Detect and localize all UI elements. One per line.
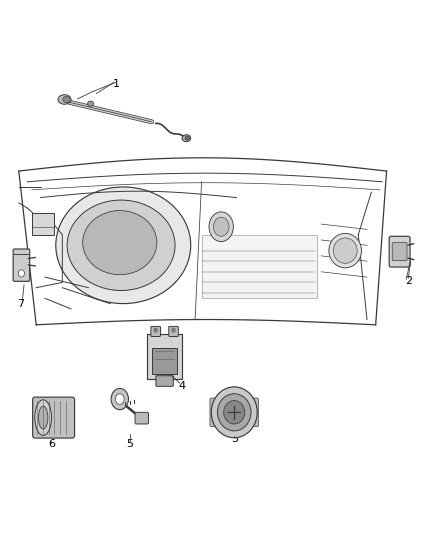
Ellipse shape: [67, 200, 175, 290]
FancyBboxPatch shape: [151, 326, 160, 336]
FancyBboxPatch shape: [169, 326, 178, 336]
FancyBboxPatch shape: [13, 249, 30, 281]
Text: 7: 7: [18, 298, 25, 309]
Ellipse shape: [88, 101, 94, 107]
FancyBboxPatch shape: [135, 413, 148, 424]
Ellipse shape: [218, 394, 251, 431]
Ellipse shape: [39, 406, 48, 429]
Circle shape: [111, 389, 128, 410]
FancyBboxPatch shape: [392, 243, 407, 261]
Text: 5: 5: [126, 439, 133, 449]
Ellipse shape: [333, 238, 357, 263]
Ellipse shape: [58, 95, 71, 104]
Circle shape: [172, 328, 175, 332]
Circle shape: [116, 394, 124, 405]
FancyBboxPatch shape: [147, 334, 182, 379]
Circle shape: [213, 217, 229, 236]
Circle shape: [209, 212, 233, 241]
Bar: [201, 235, 317, 298]
Circle shape: [154, 328, 157, 332]
Ellipse shape: [211, 387, 257, 438]
Ellipse shape: [182, 135, 191, 142]
Text: 4: 4: [178, 381, 186, 391]
Ellipse shape: [56, 187, 191, 304]
Circle shape: [18, 270, 25, 277]
Ellipse shape: [83, 211, 157, 274]
Ellipse shape: [185, 136, 189, 140]
FancyBboxPatch shape: [152, 348, 177, 374]
FancyBboxPatch shape: [389, 236, 410, 267]
Ellipse shape: [63, 96, 71, 103]
Bar: [32, 214, 53, 235]
Ellipse shape: [35, 400, 52, 435]
Ellipse shape: [329, 233, 361, 268]
FancyBboxPatch shape: [156, 376, 173, 386]
Text: 6: 6: [48, 439, 55, 449]
Text: 3: 3: [231, 434, 238, 444]
FancyBboxPatch shape: [210, 398, 258, 426]
Ellipse shape: [224, 401, 245, 424]
FancyBboxPatch shape: [33, 397, 74, 438]
Text: 1: 1: [113, 78, 120, 88]
Text: 2: 2: [405, 276, 412, 286]
